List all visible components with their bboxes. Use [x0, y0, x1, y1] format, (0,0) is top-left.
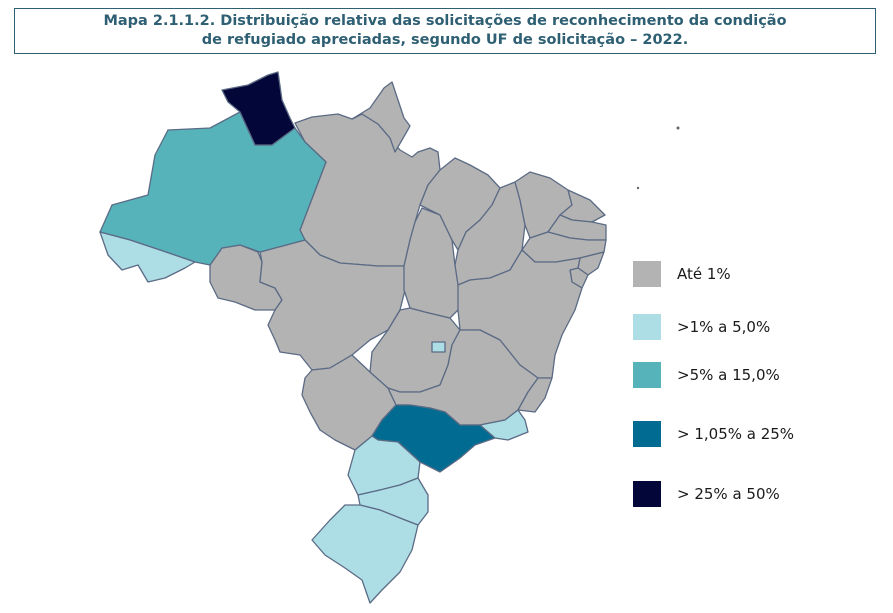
- legend-label-3: > 1,05% a 25%: [677, 425, 795, 443]
- state-RS: [311, 504, 419, 604]
- legend-item-3: > 1,05% a 25%: [633, 421, 794, 447]
- map-legend: Até 1% >1% a 5,0% >5% a 15,0% > 1,05% a …: [633, 0, 883, 613]
- legend-swatch-1: [633, 314, 661, 340]
- legend-swatch-4: [633, 481, 661, 507]
- legend-label-4: > 25% a 50%: [677, 485, 780, 503]
- legend-item-1: >1% a 5,0%: [633, 314, 770, 340]
- state-ES: [517, 377, 553, 413]
- legend-item-4: > 25% a 50%: [633, 481, 780, 507]
- map-title-box: Mapa 2.1.1.2. Distribuição relativa das …: [14, 8, 876, 54]
- island-marker: [676, 126, 680, 130]
- state-RR: [221, 71, 296, 146]
- legend-label-0: Até 1%: [677, 265, 731, 283]
- legend-swatch-2: [633, 362, 661, 388]
- state-AC: [99, 231, 196, 283]
- legend-swatch-3: [633, 421, 661, 447]
- legend-swatch-0: [633, 261, 661, 287]
- legend-label-2: >5% a 15,0%: [677, 366, 780, 384]
- island-marker: [636, 186, 640, 190]
- map-title-line-1: Mapa 2.1.1.2. Distribuição relativa das …: [103, 13, 787, 29]
- legend-item-0: Até 1%: [633, 261, 731, 287]
- state-AP: [351, 81, 411, 153]
- state-DF: [431, 341, 446, 353]
- legend-item-2: >5% a 15,0%: [633, 362, 780, 388]
- state-RJ: [479, 409, 529, 441]
- map-title-line-2: de refugiado apreciadas, segundo UF de s…: [201, 32, 689, 48]
- state-AM: [99, 111, 327, 266]
- legend-label-1: >1% a 5,0%: [677, 318, 771, 336]
